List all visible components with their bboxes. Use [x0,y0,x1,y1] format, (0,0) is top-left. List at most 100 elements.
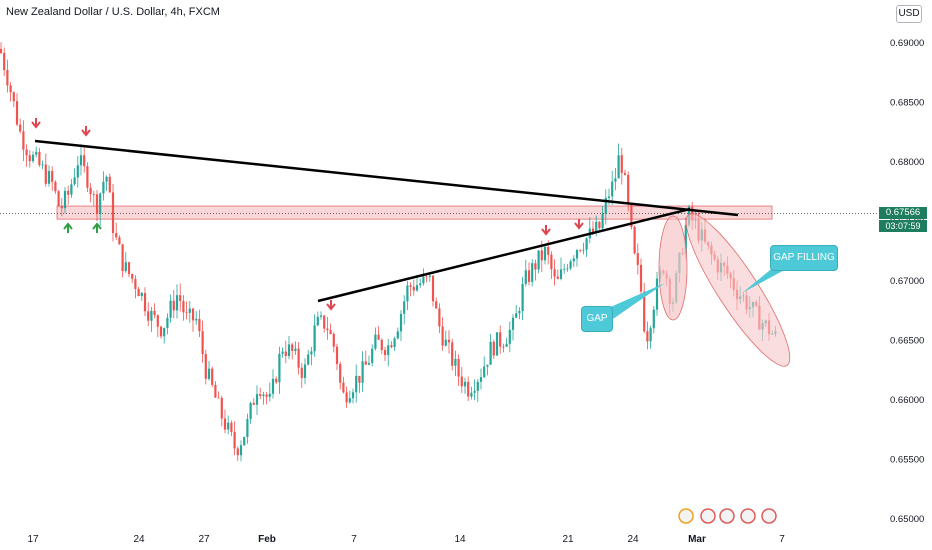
candle-body [547,246,550,255]
candle-body [172,300,175,311]
candle-body [377,334,380,340]
candle-body [143,292,147,312]
candle-body [92,194,95,195]
candle-body [0,48,3,53]
candle-body [422,276,425,284]
candle-body [182,300,185,313]
candle-body [358,375,361,383]
candle-body [220,397,223,419]
candle-body [537,250,540,270]
candle-body [134,278,137,289]
candle-body [15,101,19,125]
candle-body [47,171,51,184]
event-flag-icon [740,508,756,524]
candle-body [63,190,67,209]
candle-body [89,187,92,195]
candle-body [44,164,47,184]
candle-body [607,196,611,198]
candle-body [326,328,329,331]
candle-body [201,331,204,355]
candle-body [287,344,291,357]
event-flag-icon [700,508,716,524]
y-tick-label: 0.66000 [890,395,924,406]
candle-body [12,92,15,102]
x-tick-label: 7 [779,534,785,545]
candle-body [684,225,687,255]
chart-title: New Zealand Dollar / U.S. Dollar, 4h, FX… [6,6,220,18]
bar-countdown: 03:07:59 [879,220,927,232]
candle-body [361,361,364,383]
candle-body [412,286,415,291]
price-axis[interactable]: 0.690000.685000.680000.675000.670000.665… [890,38,924,525]
candle-body [179,295,182,301]
candle-body [451,342,454,366]
currency-button[interactable]: USD [896,5,922,23]
candle-body [83,155,86,167]
candle-body [198,318,201,332]
candle-body [467,381,470,397]
candle-body [265,394,268,397]
candle-body [515,313,518,318]
candle-body [307,354,310,365]
gap-filling-oval [685,213,791,367]
candle-body [524,270,527,284]
down-arrow-icon [31,118,41,129]
candle-body [57,191,60,207]
candle-body [534,263,537,270]
candle-body [217,397,220,399]
economic-events [678,508,777,524]
candle-body [19,124,22,132]
candle-body [156,315,159,327]
candle-body [297,348,300,368]
candle-body [655,278,659,310]
candle-body [233,431,236,449]
candle-body [531,263,534,282]
candle-body [575,250,579,259]
candle-body [499,332,502,347]
candle-body [643,291,646,332]
event-flag-icon [761,508,777,524]
gap-highlights [658,213,791,367]
candle-body [486,364,489,367]
candle-body [566,268,569,270]
event-flag-icon [719,508,735,524]
candle-body [627,174,630,204]
candle-body [623,172,627,175]
candle-body [540,250,543,261]
candle-body [60,206,63,209]
candle-body [313,325,316,352]
candle-body [86,166,89,188]
candle-body [6,70,9,86]
candle-body [351,392,355,399]
candle-body [511,317,515,330]
candle-body [291,344,294,351]
candle-body [367,362,371,365]
candle-body [249,402,252,420]
candle-body [611,181,614,197]
candle-body [572,258,575,262]
time-axis[interactable]: 17 24 27 Feb 7 14 21 24 Mar 7 [27,534,785,545]
candle-body [35,151,38,155]
candle-body [387,345,390,356]
candle-body [447,339,451,343]
candle-body [28,155,31,162]
candle-body [476,381,479,391]
candle-body [636,253,639,265]
candle-body [579,250,582,251]
candle-body [355,375,358,393]
candle-body [652,309,655,329]
candle-body [371,348,374,363]
candle-body [115,233,118,238]
candle-body [76,165,79,178]
candle-body [70,184,73,195]
candle-body [559,269,563,279]
candle-body [127,262,131,275]
candle-body [236,448,239,456]
candle-body [195,318,198,321]
candle-body [204,354,207,379]
ascending-trendline [317,207,691,303]
candle-body [409,285,412,287]
candle-body [345,392,348,403]
candle-body [502,346,505,348]
